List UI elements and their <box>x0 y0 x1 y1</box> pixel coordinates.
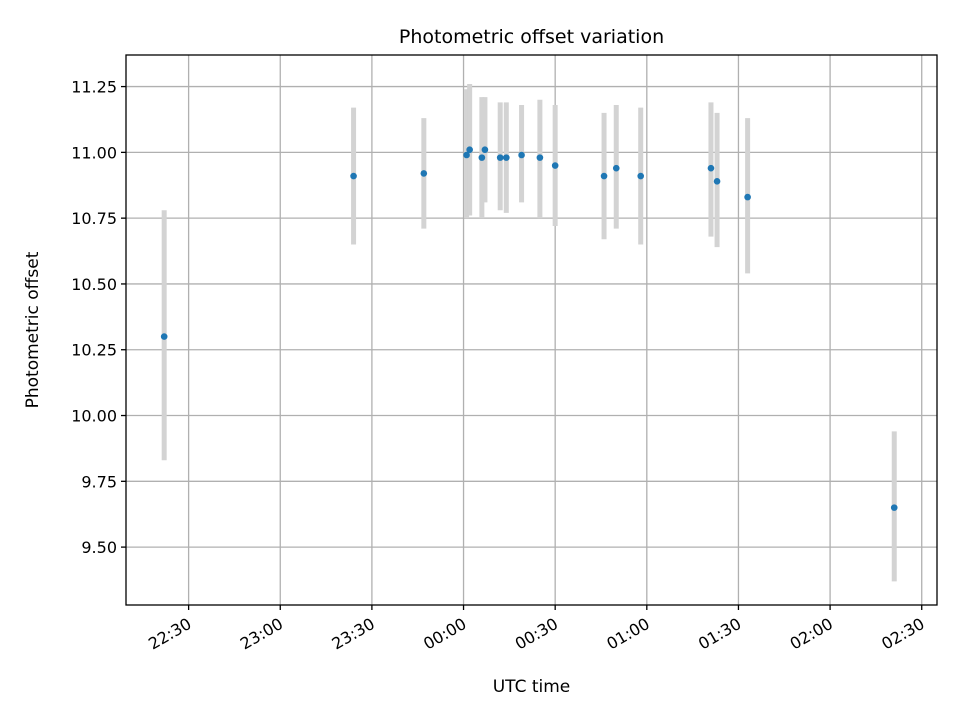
data-point <box>463 151 470 159</box>
x-tick-label: 02:30 <box>878 614 927 654</box>
data-point <box>478 154 486 161</box>
x-axis-label: UTC time <box>493 677 571 697</box>
data-point <box>518 151 525 159</box>
data-point <box>744 193 751 201</box>
data-point <box>496 154 504 161</box>
x-tick-label: 02:00 <box>787 614 836 654</box>
data-point <box>551 162 559 169</box>
y-tick-label: 11.25 <box>71 78 117 97</box>
data-point <box>890 504 898 511</box>
data-point <box>600 172 608 180</box>
x-tick-label: 22:30 <box>145 614 194 654</box>
errorbar-layer <box>161 83 897 582</box>
data-point <box>536 154 544 161</box>
data-point <box>637 172 645 180</box>
y-tick-label: 10.25 <box>71 341 117 360</box>
data-point <box>160 333 168 340</box>
point-layer <box>160 146 898 511</box>
y-axis-label: Photometric offset <box>23 251 43 408</box>
data-point <box>707 164 715 172</box>
y-tick-label: 10.75 <box>71 209 117 228</box>
y-tick-label: 10.50 <box>71 275 117 294</box>
x-tick-label: 01:00 <box>603 614 652 654</box>
x-tick-label: 00:30 <box>512 614 561 654</box>
x-tick-label: 23:00 <box>237 614 286 654</box>
x-tick-label: 01:30 <box>695 614 744 654</box>
y-tick-label: 11.00 <box>71 143 117 162</box>
data-point <box>502 154 510 161</box>
data-point <box>713 178 721 185</box>
data-point <box>420 170 428 177</box>
data-point <box>481 146 489 154</box>
x-tick-label: 00:00 <box>420 614 469 654</box>
y-tick-label: 9.50 <box>81 538 117 557</box>
data-point <box>466 146 473 154</box>
grid-layer <box>126 55 937 605</box>
x-tick-label: 23:30 <box>328 614 377 654</box>
plot-frame <box>125 54 938 606</box>
y-tick-label: 10.00 <box>71 407 117 426</box>
chart-title: Photometric offset variation <box>399 26 664 48</box>
data-point <box>350 172 357 180</box>
data-point <box>612 164 620 172</box>
y-tick-label: 9.75 <box>81 472 117 491</box>
